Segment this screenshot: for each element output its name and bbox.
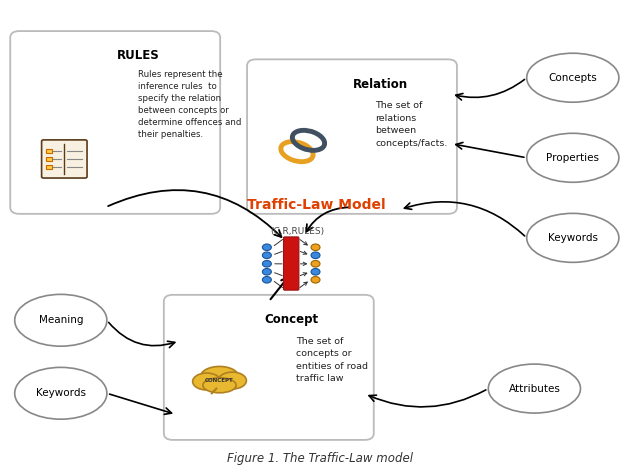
Circle shape [262,268,271,275]
Text: Properties: Properties [547,153,599,163]
Text: RULES: RULES [117,49,159,63]
Ellipse shape [15,367,107,419]
Text: Concept: Concept [265,313,319,326]
Circle shape [311,260,320,267]
Text: Traffic-Law Model: Traffic-Law Model [248,198,386,212]
Circle shape [262,252,271,259]
Circle shape [262,244,271,251]
Circle shape [311,276,320,283]
Text: Keywords: Keywords [548,233,598,243]
Ellipse shape [527,133,619,182]
FancyBboxPatch shape [46,165,52,169]
FancyBboxPatch shape [247,59,457,214]
Text: The set of
concepts or
entities of road
traffic law: The set of concepts or entities of road … [296,337,367,383]
Ellipse shape [488,364,580,413]
FancyBboxPatch shape [46,149,52,153]
Text: (C,R,RULES): (C,R,RULES) [271,227,324,236]
Text: Relation: Relation [353,78,408,91]
Text: Figure 1. The Traffic-Law model: Figure 1. The Traffic-Law model [227,452,413,465]
Circle shape [311,252,320,259]
Ellipse shape [200,366,239,387]
Ellipse shape [15,294,107,346]
Circle shape [262,276,271,283]
Text: Keywords: Keywords [36,388,86,398]
FancyBboxPatch shape [10,31,220,214]
Text: The set of
relations
between
concepts/facts.: The set of relations between concepts/fa… [375,101,447,148]
Ellipse shape [193,373,221,390]
Text: CONCEPT: CONCEPT [205,378,234,382]
Ellipse shape [527,53,619,102]
Circle shape [311,244,320,251]
Text: Meaning: Meaning [38,315,83,325]
Text: Concepts: Concepts [548,73,597,83]
Ellipse shape [203,378,236,393]
Text: Rules represent the
inference rules  to
specify the relation
between concepts or: Rules represent the inference rules to s… [138,70,242,139]
Text: Attributes: Attributes [508,383,561,394]
Ellipse shape [527,213,619,262]
Ellipse shape [218,372,246,389]
FancyBboxPatch shape [42,140,87,178]
FancyBboxPatch shape [284,237,299,290]
FancyBboxPatch shape [164,295,374,440]
Circle shape [311,268,320,275]
FancyBboxPatch shape [46,157,52,161]
Circle shape [262,260,271,267]
